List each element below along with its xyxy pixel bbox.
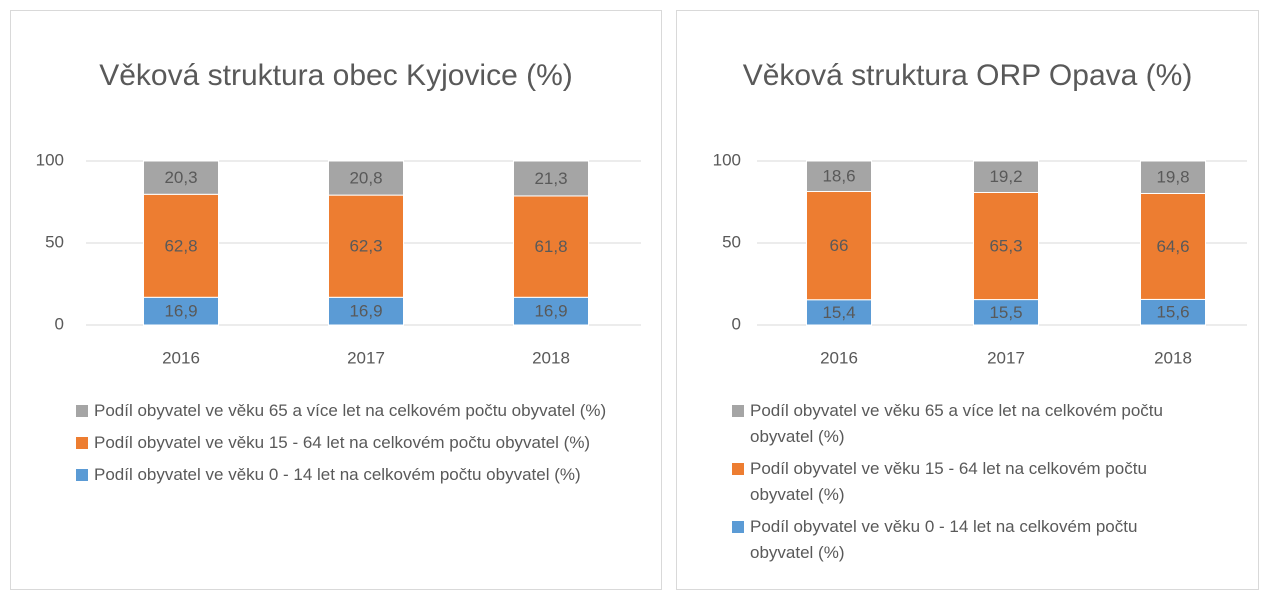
bar-segment <box>973 299 1039 326</box>
data-label: 15,6 <box>1156 303 1189 322</box>
data-label: 62,8 <box>164 236 197 255</box>
data-label: 20,8 <box>349 169 382 188</box>
legend-item: Podíl obyvatel ve věku 0 - 14 let na cel… <box>732 514 1202 566</box>
data-label: 64,6 <box>1156 237 1189 256</box>
bar-segment <box>513 296 589 326</box>
legend-label: Podíl obyvatel ve věku 65 a více let na … <box>750 401 1163 446</box>
y-tick-label: 100 <box>713 150 741 169</box>
plot: 0 50 100 2016 15,4 66 18,6 2017 15,5 65,3 19,2 2018… <box>713 150 1247 367</box>
legend-item: Podíl obyvatel ve věku 65 a více let na … <box>76 398 616 424</box>
y-tick-label: 50 <box>45 232 64 251</box>
bar-segment <box>513 160 589 197</box>
legend-item: Podíl obyvatel ve věku 0 - 14 let na cel… <box>76 462 616 488</box>
legend-label: Podíl obyvatel ve věku 0 - 14 let na cel… <box>94 465 581 484</box>
bar-segment <box>143 296 219 326</box>
plot: 0 50 100 2016 16,9 62,8 20,3 2017 16,9 62,3 20,8 20… <box>36 150 641 367</box>
y-tick-label: 0 <box>732 314 741 333</box>
legend-swatch <box>732 521 744 533</box>
y-tick-label: 50 <box>722 232 741 251</box>
legend-swatch <box>76 405 88 417</box>
legend-swatch <box>76 469 88 481</box>
data-label: 19,8 <box>1156 168 1189 187</box>
legend-item: Podíl obyvatel ve věku 65 a více let na … <box>732 398 1202 450</box>
data-label: 19,2 <box>989 167 1022 186</box>
bar-segment <box>1140 160 1206 194</box>
data-label: 61,8 <box>534 237 567 256</box>
x-tick-label: 2017 <box>347 348 385 367</box>
legend-swatch <box>76 437 88 449</box>
legend-swatch <box>732 463 744 475</box>
legend-label: Podíl obyvatel ve věku 15 - 64 let na ce… <box>94 433 591 452</box>
x-tick-label: 2016 <box>820 348 858 367</box>
bar-segment <box>513 195 589 298</box>
data-label: 65,3 <box>989 237 1022 256</box>
chart-panel: Věková struktura ORP Opava (%) 0 50 100 2016… <box>676 10 1259 590</box>
y-tick-label: 100 <box>36 150 64 169</box>
bar-segment <box>143 160 219 195</box>
bar-segment <box>806 299 872 326</box>
legend-item: Podíl obyvatel ve věku 15 - 64 let na ce… <box>732 456 1202 508</box>
bar-segment <box>328 194 404 298</box>
legend-label: Podíl obyvatel ve věku 0 - 14 let na cel… <box>750 517 1138 562</box>
bar-segment <box>328 160 404 196</box>
bar-segment <box>973 191 1039 301</box>
data-label: 66 <box>830 236 849 255</box>
data-label: 15,5 <box>989 303 1022 322</box>
x-tick-label: 2016 <box>162 348 200 367</box>
data-label: 18,6 <box>822 167 855 186</box>
chart-title: Věková struktura obec Kyjovice (%) <box>99 59 573 92</box>
data-label: 21,3 <box>534 169 567 188</box>
data-label: 20,3 <box>164 168 197 187</box>
legend-label: Podíl obyvatel ve věku 15 - 64 let na ce… <box>750 459 1147 504</box>
legend-swatch <box>732 405 744 417</box>
legend: Podíl obyvatel ve věku 65 a více let na … <box>76 398 616 494</box>
chart-title: Věková struktura ORP Opava (%) <box>742 59 1193 92</box>
bar-segment <box>143 193 219 298</box>
y-tick-label: 0 <box>55 314 64 333</box>
bar-segment <box>328 296 404 326</box>
x-tick-label: 2017 <box>987 348 1025 367</box>
bar-segment <box>806 160 872 193</box>
data-label: 62,3 <box>349 237 382 256</box>
data-label: 16,9 <box>164 302 197 321</box>
data-label: 16,9 <box>349 302 382 321</box>
bar-segment <box>806 191 872 301</box>
legend-label: Podíl obyvatel ve věku 65 a více let na … <box>94 401 607 420</box>
chart-panel: Věková struktura obec Kyjovice (%) 0 50 100… <box>10 10 662 590</box>
legend: Podíl obyvatel ve věku 65 a více let na … <box>732 398 1202 572</box>
legend-item: Podíl obyvatel ve věku 15 - 64 let na ce… <box>76 430 616 456</box>
data-label: 16,9 <box>534 302 567 321</box>
bar-segment <box>973 160 1039 193</box>
data-label: 15,4 <box>822 303 855 322</box>
x-tick-label: 2018 <box>1154 348 1192 367</box>
x-tick-label: 2018 <box>532 348 570 367</box>
